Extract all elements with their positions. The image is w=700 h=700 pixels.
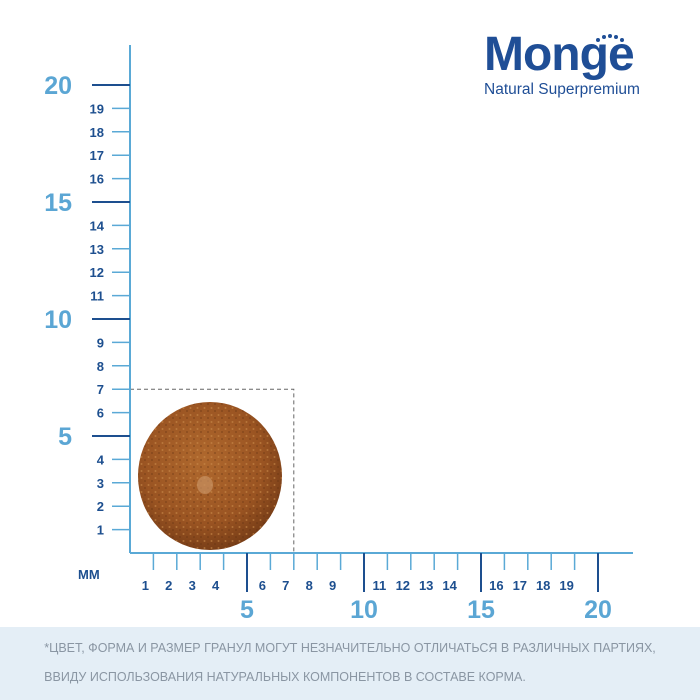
x-tick-label: 6 [259, 578, 266, 593]
y-major-label: 10 [44, 306, 72, 334]
x-tick-label: 11 [373, 578, 387, 593]
y-tick-label: 18 [90, 125, 104, 140]
x-tick-label: 9 [329, 578, 336, 593]
x-tick-label: 3 [189, 578, 196, 593]
unit-label: MM [78, 567, 100, 582]
y-tick-label: 2 [97, 499, 104, 514]
logo-tagline: Natural Superpremium [484, 81, 640, 98]
x-tick-label: 1 [142, 578, 149, 593]
y-tick-label: 1 [97, 523, 104, 538]
x-major-label: 5 [240, 596, 254, 624]
y-tick-label: 7 [97, 382, 104, 397]
x-tick-label: 13 [419, 578, 433, 593]
y-tick-label: 14 [90, 218, 105, 233]
y-major-label: 20 [44, 72, 72, 100]
y-tick-label: 16 [90, 172, 104, 187]
y-tick-label: 19 [90, 101, 104, 116]
footer-band [0, 627, 700, 700]
x-tick-label: 19 [559, 578, 573, 593]
y-major-label: 5 [58, 423, 72, 451]
x-tick-label: 18 [536, 578, 550, 593]
size-outline [130, 388, 295, 553]
x-tick-label: 17 [513, 578, 527, 593]
x-major-label: 20 [584, 596, 612, 624]
x-major-label: 10 [350, 596, 378, 624]
y-tick-label: 11 [90, 289, 104, 304]
y-tick-label: 3 [97, 476, 104, 491]
logo-stars [596, 34, 624, 42]
y-tick-label: 8 [97, 359, 104, 374]
x-tick-label: 7 [282, 578, 289, 593]
y-tick-label: 6 [97, 406, 104, 421]
y-major-label: 15 [44, 189, 72, 217]
logo: Monge Natural Superpremium [484, 28, 640, 98]
note-line: *ЦВЕТ, ФОРМА И РАЗМЕР ГРАНУЛ МОГУТ НЕЗНА… [44, 641, 656, 655]
y-tick-label: 13 [90, 242, 104, 257]
y-tick-label: 17 [90, 148, 104, 163]
y-tick-label: 4 [97, 452, 105, 467]
y-tick-label: 12 [90, 265, 104, 280]
x-tick-label: 12 [396, 578, 410, 593]
x-tick-label: 16 [489, 578, 503, 593]
y-tick-label: 9 [97, 335, 104, 350]
x-tick-label: 2 [165, 578, 172, 593]
note-line: ВВИДУ ИСПОЛЬЗОВАНИЯ НАТУРАЛЬНЫХ КОМПОНЕН… [44, 670, 526, 684]
x-tick-label: 4 [212, 578, 220, 593]
x-major-label: 15 [467, 596, 495, 624]
x-tick-label: 14 [442, 578, 457, 593]
x-tick-label: 8 [306, 578, 313, 593]
kibble [138, 402, 282, 550]
